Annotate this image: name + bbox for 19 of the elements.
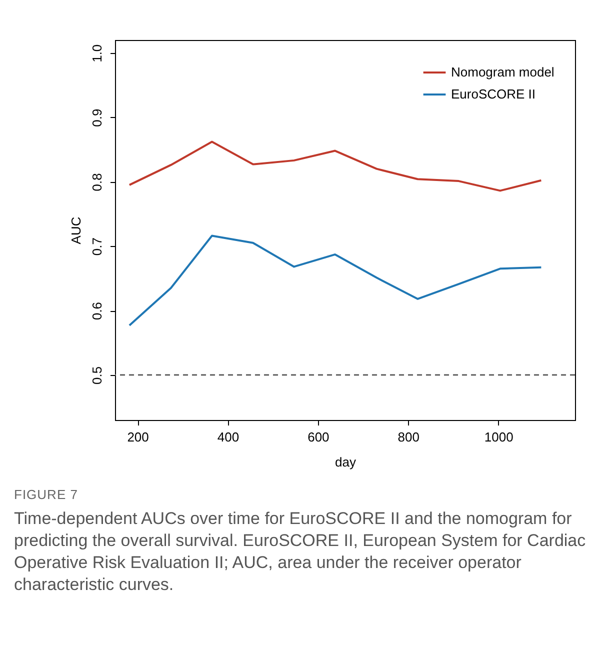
x-tick-label: 400 bbox=[217, 430, 240, 444]
y-axis-title: AUC bbox=[68, 216, 84, 244]
x-axis-title: day bbox=[335, 454, 356, 470]
y-tick-label: 0.9 bbox=[90, 108, 104, 127]
line-series bbox=[128, 234, 542, 326]
x-tick-label: 800 bbox=[398, 430, 420, 444]
y-tick-label: 1.0 bbox=[90, 44, 104, 62]
x-tick-label: 1000 bbox=[484, 430, 514, 444]
x-tick-label: 200 bbox=[127, 430, 149, 444]
y-tick-label: 0.7 bbox=[90, 238, 104, 256]
legend-label: EuroSCORE II bbox=[451, 86, 536, 102]
legend-label: Nomogram model bbox=[451, 64, 554, 80]
line-series bbox=[128, 140, 542, 192]
y-tick-label: 0.8 bbox=[90, 173, 104, 192]
y-tick-label: 0.6 bbox=[90, 302, 104, 320]
text: Time-dependent AUCs over time for EuroSCORE II and the nomogram for predicting the overall survival. EuroSCORE II, European System for Cardiac Operative Risk Evaluation II; AUC, area under the receiver operator characteristic curves. bbox=[14, 508, 587, 596]
x-tick-label: 600 bbox=[308, 430, 330, 444]
caption: FIGURE 7 bbox=[14, 487, 79, 502]
y-tick-label: 0.5 bbox=[90, 366, 104, 384]
